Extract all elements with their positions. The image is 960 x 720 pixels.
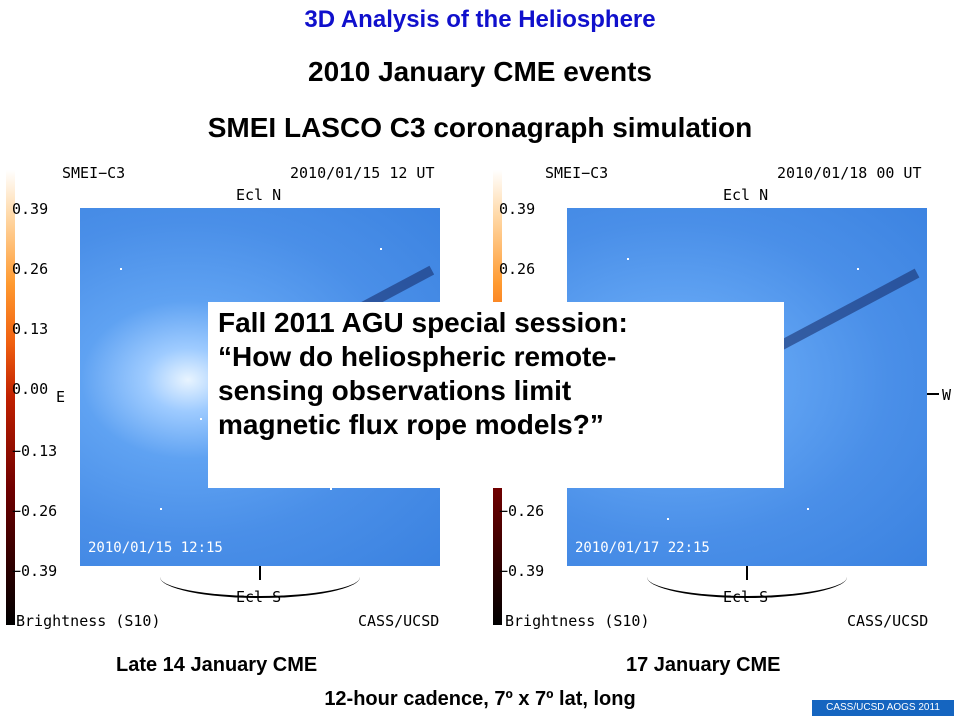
slide-subtitle: SMEI LASCO C3 coronagraph simulation xyxy=(207,112,753,143)
agu-session-callout: Fall 2011 AGU special session: “How do h… xyxy=(208,302,784,488)
colorbar-tick: 0.26 xyxy=(499,260,536,278)
credit-label: CASS/UCSD xyxy=(847,612,929,630)
cadence-note: 12-hour cadence, 7º x 7º lat, long xyxy=(324,688,636,710)
callout-line: “How do heliospheric remote- xyxy=(218,341,617,372)
colorbar-tick: −0.39 xyxy=(499,562,545,580)
occulter-arc xyxy=(160,556,360,598)
colorbar-tick: 0.39 xyxy=(12,200,49,218)
colorbar xyxy=(6,170,15,625)
colorbar-tick: 0.39 xyxy=(499,200,536,218)
colorbar-tick: −0.26 xyxy=(12,502,58,520)
callout-line: Fall 2011 AGU special session: xyxy=(218,307,628,338)
brightness-label: Brightness (S10) xyxy=(505,612,650,630)
frame-name: SMEI−C3 xyxy=(545,164,609,182)
image-timestamp: 2010/01/17 22:15 xyxy=(575,540,710,556)
frame-date: 2010/01/15 12 UT xyxy=(290,164,435,182)
ecl-south-label: Ecl S xyxy=(723,588,769,606)
colorbar-tick: 0.00 xyxy=(12,380,49,398)
colorbar-tick: 0.26 xyxy=(12,260,49,278)
caption-right: 17 January CME xyxy=(626,654,781,676)
east-label: E xyxy=(56,388,66,406)
colorbar-tick: −0.39 xyxy=(12,562,58,580)
corner-badge: CASS/UCSD AOGS 2011 xyxy=(812,700,954,716)
colorbar-tick: 0.13 xyxy=(12,320,49,338)
credit-label: CASS/UCSD xyxy=(358,612,440,630)
frame-date: 2010/01/18 00 UT xyxy=(777,164,922,182)
west-label: W xyxy=(942,386,952,404)
brightness-label: Brightness (S10) xyxy=(16,612,161,630)
image-timestamp: 2010/01/15 12:15 xyxy=(88,540,223,556)
colorbar-tick: −0.13 xyxy=(12,442,58,460)
slide-header: 3D Analysis of the Heliosphere xyxy=(304,6,656,33)
ecl-south-label: Ecl S xyxy=(236,588,282,606)
ecl-north-label: Ecl N xyxy=(236,186,282,204)
slide-title: 2010 January CME events xyxy=(308,56,652,87)
callout-line: sensing observations limit xyxy=(218,375,572,406)
frame-name: SMEI−C3 xyxy=(62,164,126,182)
caption-left: Late 14 January CME xyxy=(116,654,318,676)
callout-line: magnetic flux rope models?” xyxy=(218,409,604,440)
occulter-arc xyxy=(647,556,847,598)
ecl-north-label: Ecl N xyxy=(723,186,769,204)
colorbar-tick: −0.26 xyxy=(499,502,545,520)
